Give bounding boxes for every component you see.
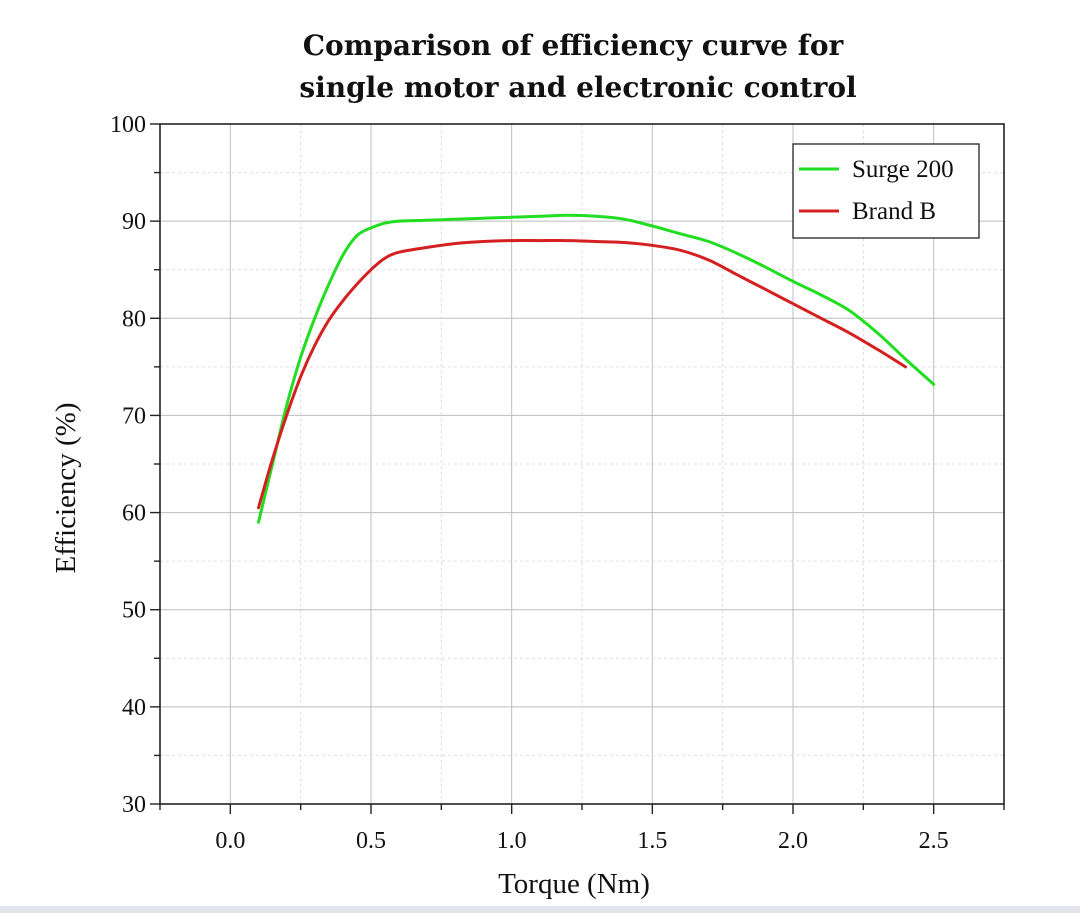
chart-title: Comparison of efficiency curve for singl…	[299, 29, 856, 104]
legend: Surge 200 Brand B	[792, 143, 980, 239]
bottom-edge-strip	[0, 906, 1080, 913]
x-tick-label: 2.5	[919, 828, 949, 854]
legend-label-surge-200: Surge 200	[852, 156, 954, 183]
y-tick-label: 30	[122, 792, 146, 818]
y-tick-label: 100	[110, 112, 146, 138]
y-axis-label: Efficiency (%)	[50, 403, 82, 574]
x-axis-tick-labels: 0.0 0.5 1.0 1.5 2.0 2.5	[215, 828, 948, 854]
y-tick-label: 50	[122, 598, 146, 624]
y-tick-label: 70	[122, 403, 146, 429]
series-line-brand-b	[257, 239, 907, 510]
x-tick-label: 0.0	[215, 828, 245, 854]
x-tick-label: 0.5	[356, 828, 386, 854]
legend-label-brand-b: Brand B	[852, 198, 936, 225]
x-tick-label: 1.0	[497, 828, 527, 854]
x-tick-label: 1.5	[637, 828, 667, 854]
axis-ticks	[150, 123, 1005, 814]
y-tick-label: 80	[122, 306, 146, 332]
y-axis-tick-labels: 30 40 50 60 70 80 90 100	[110, 112, 146, 818]
series-line-surge-200	[257, 213, 936, 524]
legend-box	[792, 143, 980, 239]
x-tick-label: 2.0	[778, 828, 808, 854]
y-tick-label: 40	[122, 695, 146, 721]
chart-title-line-2: single motor and electronic control	[299, 71, 856, 104]
x-axis-label: Torque (Nm)	[498, 868, 650, 900]
chart-title-line-1: Comparison of efficiency curve for	[303, 29, 845, 62]
y-tick-label: 90	[122, 209, 146, 235]
y-tick-label: 60	[122, 501, 146, 527]
series-lines	[257, 213, 936, 524]
